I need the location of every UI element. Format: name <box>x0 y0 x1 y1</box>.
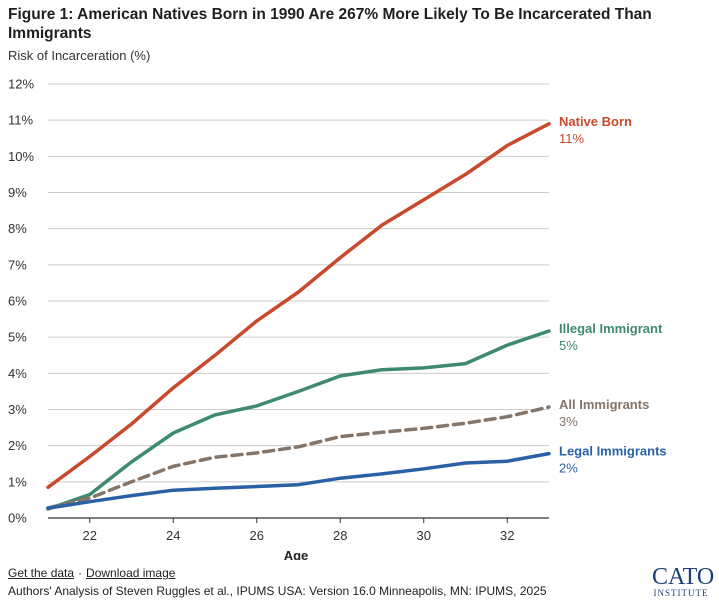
logo-sub-text: INSTITUTE <box>653 588 709 598</box>
y-tick-label: 11% <box>8 113 33 128</box>
y-tick-label: 9% <box>8 185 27 200</box>
y-tick-label: 5% <box>8 330 27 345</box>
series-value-label: 11% <box>559 131 584 146</box>
y-tick-label: 1% <box>8 474 27 489</box>
series-line-legal <box>46 451 551 510</box>
cato-logo: CATO INSTITUTE <box>652 564 715 598</box>
y-tick-label: 4% <box>8 366 27 381</box>
grid-lines <box>48 83 549 519</box>
footer-separator: · <box>78 566 83 580</box>
y-tick-label: 6% <box>8 294 27 309</box>
y-tick-label: 0% <box>8 511 27 526</box>
x-axis-label: Age <box>284 548 309 560</box>
series-name-label: Legal Immigrants <box>559 444 667 459</box>
y-tick-label: 2% <box>8 438 27 453</box>
series-name-label: Native Born <box>559 114 632 129</box>
x-tick-label: 22 <box>83 528 97 543</box>
series-line-all <box>46 405 551 510</box>
x-tick-label: 30 <box>417 528 431 543</box>
chart-title: Figure 1: American Natives Born in 1990 … <box>8 6 652 42</box>
series-value-label: 3% <box>559 414 578 429</box>
x-tick-label: 24 <box>166 528 180 543</box>
series-name-label: Illegal Immigrant <box>559 321 663 336</box>
x-tick-label: 28 <box>333 528 347 543</box>
footer-links: Get the data · Download image <box>8 566 175 580</box>
series-name-label: All Immigrants <box>559 397 649 412</box>
series-lines <box>46 122 551 511</box>
series-labels: Native Born 11% Illegal Immigrant 5% All Imm… <box>559 114 667 476</box>
series-value-label: 2% <box>559 461 578 476</box>
y-tick-label: 7% <box>8 257 27 272</box>
source-note: Authors' Analysis of Steven Ruggles et a… <box>8 584 547 598</box>
logo-main-text: CATO <box>652 564 715 590</box>
series-line-illegal <box>46 329 551 511</box>
line-chart: 0% 1% 2% 3% 4% 5% 6% 7% 8% 9% 10% 11% 12% 22 24 26 28 30… <box>8 77 667 561</box>
x-tick-label: 32 <box>500 528 514 543</box>
y-axis-ticks: 0% 1% 2% 3% 4% 5% 6% 7% 8% 9% 10% 11% 12% <box>8 77 34 526</box>
x-tick-label: 26 <box>250 528 264 543</box>
y-tick-label: 8% <box>8 221 27 236</box>
chart-subtitle: Risk of Incarceration (%) <box>8 48 151 63</box>
y-tick-label: 10% <box>8 149 34 164</box>
y-tick-label: 3% <box>8 402 27 417</box>
y-tick-label: 12% <box>8 77 34 92</box>
download-image-link[interactable]: Download image <box>86 566 176 580</box>
series-value-label: 5% <box>559 338 578 353</box>
x-axis-ticks: 22 24 26 28 30 32 <box>83 518 514 543</box>
get-data-link[interactable]: Get the data <box>8 566 75 580</box>
series-line-native <box>46 122 551 490</box>
